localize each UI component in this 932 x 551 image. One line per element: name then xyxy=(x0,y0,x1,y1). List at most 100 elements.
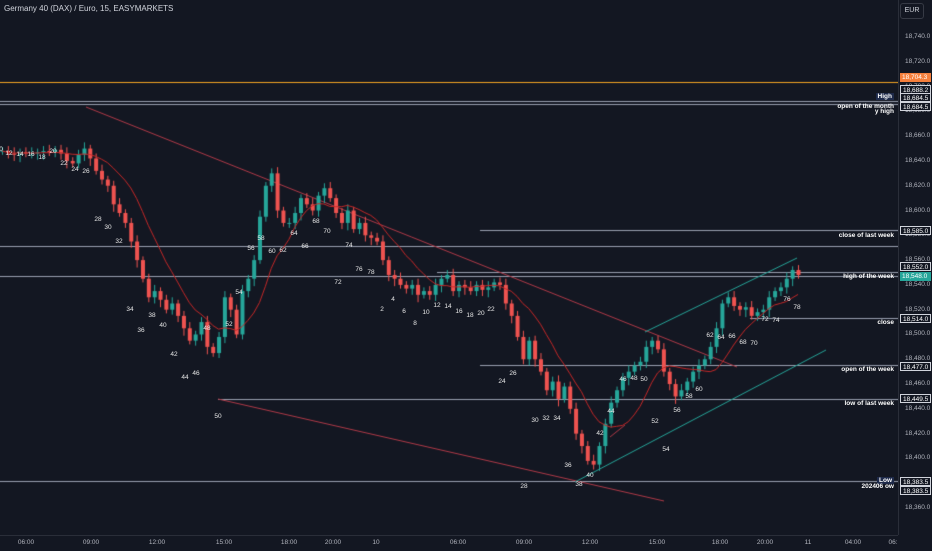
price-level-tag: 18,684.5 xyxy=(900,93,931,102)
bar-count-label: 16 xyxy=(455,308,463,315)
bar-count-label: 12 xyxy=(5,150,13,157)
bar-count-label: 78 xyxy=(793,304,801,311)
price-tick-label: 18,460.0 xyxy=(905,380,931,388)
bar-count-label: 18 xyxy=(466,312,474,319)
price-tick-label: 18,600.0 xyxy=(905,206,931,214)
bar-count-label: 32 xyxy=(115,238,123,245)
price-tick-label: 18,500.0 xyxy=(905,330,931,338)
bar-count-label: 70 xyxy=(323,228,331,235)
time-tick-label: 15:00 xyxy=(648,539,666,546)
price-tick-label: 18,640.0 xyxy=(905,156,931,164)
bar-count-label: 48 xyxy=(630,375,638,382)
currency-selector[interactable]: EUR xyxy=(900,3,924,19)
price-tick-label: 18,400.0 xyxy=(905,454,931,462)
bar-count-label: 36 xyxy=(137,327,145,334)
price-tick-label: 18,360.0 xyxy=(905,504,931,511)
bar-count-label: 52 xyxy=(225,321,233,328)
bar-count-label: 0 xyxy=(0,146,3,153)
price-tick-label: 18,540.0 xyxy=(905,280,931,288)
time-tick-label: 06: xyxy=(888,539,898,546)
bar-count-label: 42 xyxy=(596,430,604,437)
bar-count-label: 20 xyxy=(49,148,57,155)
bar-count-label: 34 xyxy=(126,306,134,313)
time-axis[interactable]: 06:00 09:00 12:00 15:00 18:00 20:00 10 06:00 09:… xyxy=(0,535,898,551)
price-level-tag: 18,585.0 xyxy=(900,226,931,235)
bar-count-label: 62 xyxy=(706,332,714,339)
time-tick-label: 20:00 xyxy=(324,539,342,546)
bar-count-label: 32 xyxy=(542,415,550,422)
bar-count-label: 76 xyxy=(355,266,363,273)
bar-count-label: 58 xyxy=(257,235,265,242)
bar-count-label: 34 xyxy=(553,415,561,422)
bar-count-label: 40 xyxy=(586,472,594,479)
bar-count-label: 22 xyxy=(60,160,68,167)
level-label: Low xyxy=(877,477,894,484)
bar-count-label: 74 xyxy=(345,242,353,249)
bar-count-label: 50 xyxy=(214,413,222,420)
bar-count-label: 76 xyxy=(783,296,791,303)
level-label: close xyxy=(877,319,894,326)
bar-count-label: 30 xyxy=(104,224,112,231)
bar-count-label: 40 xyxy=(159,322,167,329)
bar-count-label: 46 xyxy=(192,370,200,377)
time-tick-label: 10 xyxy=(372,539,380,546)
price-level-tag: 18,514.0 xyxy=(900,314,931,323)
bar-count-label: 26 xyxy=(509,370,517,377)
bar-count-label: 12 xyxy=(433,302,441,309)
bar-count-label: 14 xyxy=(16,151,24,158)
time-tick-label: 11 xyxy=(804,539,812,546)
bar-count-label: 6 xyxy=(402,308,406,315)
level-label: High xyxy=(875,93,894,100)
bar-count-label: 30 xyxy=(531,417,539,424)
price-tick-label: 18,560.0 xyxy=(905,256,931,264)
price-level-tag: 18,548.0 xyxy=(900,272,931,281)
bar-count-label: 68 xyxy=(739,339,747,346)
bar-count-label: 46 xyxy=(619,376,627,383)
bar-count-label: 50 xyxy=(640,376,648,383)
bar-count-label: 54 xyxy=(235,289,243,296)
bar-count-label: 16 xyxy=(27,151,35,158)
level-label: low of last week xyxy=(844,400,895,407)
bar-count-label: 10 xyxy=(422,309,430,316)
time-tick-label: 20:00 xyxy=(756,539,774,546)
bar-count-label: 28 xyxy=(520,483,528,490)
bar-count-label: 38 xyxy=(575,481,583,488)
bar-count-label: 56 xyxy=(673,407,681,414)
level-label: 202406 ow xyxy=(861,483,894,490)
bar-count-label: 62 xyxy=(279,247,287,254)
price-chart-canvas[interactable] xyxy=(0,0,898,535)
level-label: high of the week xyxy=(843,273,894,280)
bar-count-label: 68 xyxy=(312,218,320,225)
bar-count-label: 8 xyxy=(413,320,417,327)
bar-count-label: 72 xyxy=(334,279,342,286)
bar-count-label: 56 xyxy=(247,245,255,252)
level-label: open of the week xyxy=(841,366,894,373)
bar-count-label: 54 xyxy=(662,446,670,453)
bar-count-label: 60 xyxy=(268,248,276,255)
bar-count-label: 66 xyxy=(301,243,309,250)
bar-count-label: 66 xyxy=(728,333,736,340)
bar-count-label: 74 xyxy=(772,317,780,324)
time-tick-label: 15:00 xyxy=(215,539,233,546)
price-tick-label: 18,740.0 xyxy=(905,33,931,40)
bar-count-label: 26 xyxy=(82,168,90,175)
price-level-tag: 18,552.0 xyxy=(900,262,931,271)
price-axis[interactable]: 18,740.018,720.018,700.018,680.018,660.0… xyxy=(898,0,932,535)
bar-count-label: 2 xyxy=(380,306,384,313)
price-tick-label: 18,420.0 xyxy=(905,429,931,437)
bar-count-label: 18 xyxy=(38,154,46,161)
time-tick-label: 06:00 xyxy=(449,539,467,546)
time-tick-label: 12:00 xyxy=(581,539,599,546)
price-tick-label: 18,520.0 xyxy=(905,305,931,313)
bar-count-label: 4 xyxy=(391,296,395,303)
bar-count-label: 78 xyxy=(367,269,375,276)
price-level-tag: 18,477.0 xyxy=(900,362,931,371)
bar-count-label: 64 xyxy=(717,334,725,341)
bar-count-label: 70 xyxy=(750,340,758,347)
price-level-tag: 18,704.3 xyxy=(900,73,931,82)
price-level-tag: 18,383.5 xyxy=(900,486,931,495)
time-tick-label: 12:00 xyxy=(148,539,166,546)
price-tick-label: 18,720.0 xyxy=(905,57,931,65)
level-label: y high xyxy=(874,108,894,115)
bar-count-label: 42 xyxy=(170,351,178,358)
